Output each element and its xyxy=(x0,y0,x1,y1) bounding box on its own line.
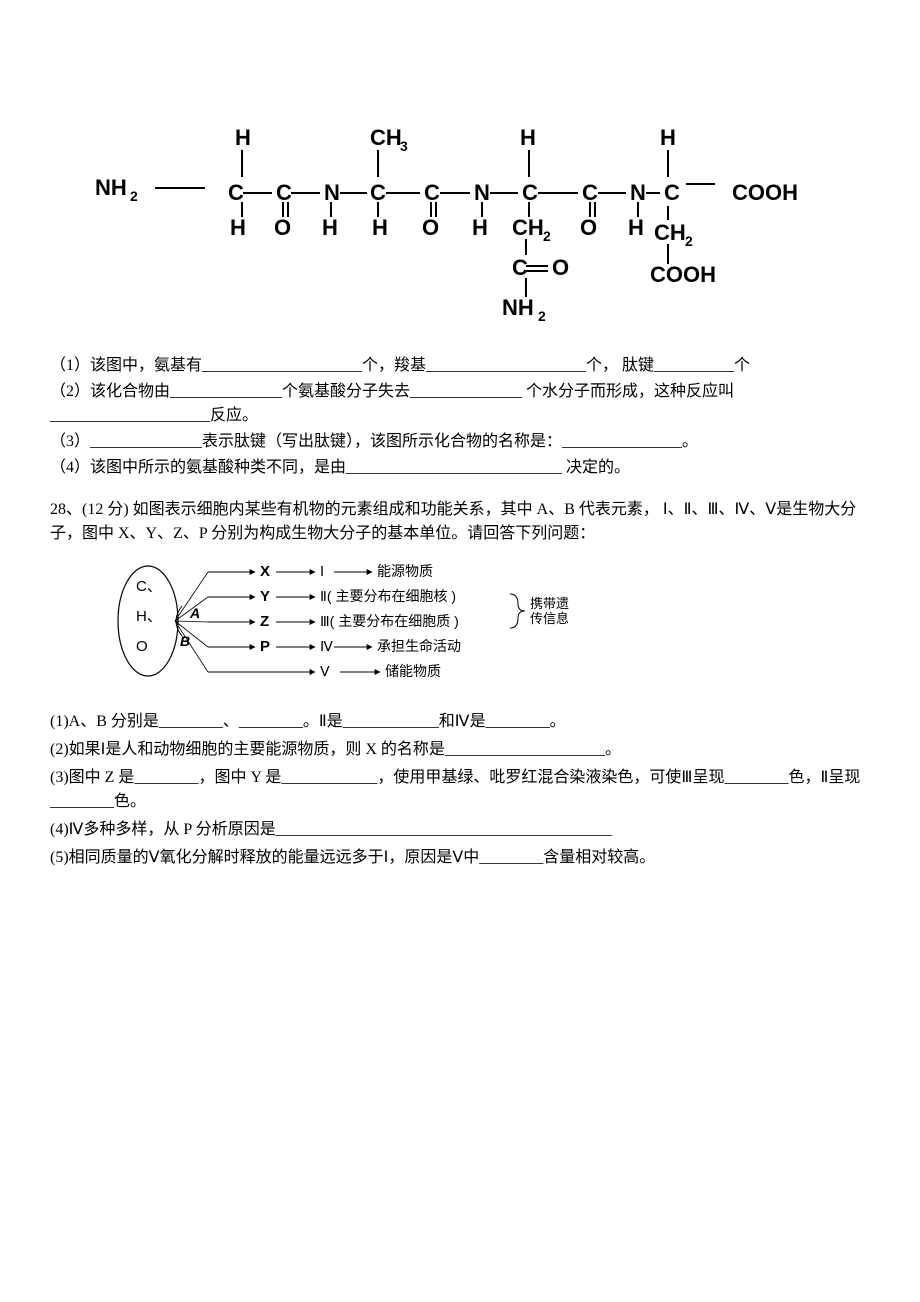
q28-3a: (3)图中 Z 是 xyxy=(50,769,134,786)
svg-text:COOH: COOH xyxy=(732,180,798,205)
svg-text:H: H xyxy=(628,215,644,240)
svg-text:H: H xyxy=(520,125,536,150)
q27-2c: 个水分子而形成，这种反应叫 xyxy=(522,383,734,400)
q27-2: （2）该化合物由 个氨基酸分子失去 个水分子而形成，这种反应叫反应。 xyxy=(50,380,870,428)
q28-3: (3)图中 Z 是________，图中 Y 是____________，使用甲… xyxy=(50,766,870,814)
q27-3c: 。 xyxy=(682,433,698,450)
svg-text:N: N xyxy=(324,180,340,205)
svg-text:H: H xyxy=(372,215,388,240)
svg-text:CH: CH xyxy=(370,125,402,150)
q28-1d: 和Ⅳ是 xyxy=(439,713,486,730)
q28-3d: 色，Ⅱ呈现 xyxy=(788,769,860,786)
q27-1d: 个 xyxy=(734,357,750,374)
q27-3b: 表示肽键（写出肽键），该图所示化合物的名称是： xyxy=(202,433,562,450)
svg-text:H: H xyxy=(235,125,251,150)
svg-text:A: A xyxy=(189,605,200,621)
q28-3e: 色。 xyxy=(114,793,146,810)
q28-5a: (5)相同质量的Ⅴ氧化分解时释放的能量远远多于Ⅰ，原因是Ⅴ中 xyxy=(50,849,479,866)
svg-text:CH: CH xyxy=(512,215,544,240)
q28-1e: 。 xyxy=(550,713,566,730)
q27-2b: 个氨基酸分子失去 xyxy=(282,383,410,400)
svg-text:NH: NH xyxy=(95,175,127,200)
svg-text:3: 3 xyxy=(400,138,408,154)
q27-1c: 个， 肽键 xyxy=(586,357,654,374)
q27-1a: （1）该图中，氨基有 xyxy=(50,357,202,374)
q28-1b: 、 xyxy=(223,713,239,730)
svg-text:C: C xyxy=(664,180,680,205)
svg-text:N: N xyxy=(474,180,490,205)
svg-text:P: P xyxy=(260,638,270,655)
svg-text:携带遗: 携带遗 xyxy=(530,596,569,611)
q27-4b: 决定的。 xyxy=(562,459,630,476)
svg-text:C: C xyxy=(522,180,538,205)
svg-text:COOH: COOH xyxy=(650,262,716,287)
q27-1: （1）该图中，氨基有 个，羧基 个， 肽键 个 xyxy=(50,354,870,378)
q28-5b: 含量相对较高。 xyxy=(543,849,655,866)
svg-text:NH: NH xyxy=(502,295,534,320)
q28-1a: (1)A、B 分别是 xyxy=(50,713,159,730)
svg-text:C: C xyxy=(276,180,292,205)
svg-text:2: 2 xyxy=(543,228,551,244)
svg-text:2: 2 xyxy=(685,233,693,249)
q28-4: (4)Ⅳ多种多样，从 P 分析原因是______________________… xyxy=(50,818,870,842)
q28-1c: 。Ⅱ是 xyxy=(303,713,343,730)
svg-text:C: C xyxy=(512,255,528,280)
q27-4: （4）该图中所示的氨基酸种类不同，是由_____________________… xyxy=(50,456,870,480)
svg-text:Ⅴ: Ⅴ xyxy=(320,663,330,679)
q28-4a: (4)Ⅳ多种多样，从 P 分析原因是 xyxy=(50,821,276,838)
svg-text:H: H xyxy=(322,215,338,240)
peptide-structure-diagram: HCH3HHNH2CCNCCNCCNCCOOHHOHHOHCH2OHCH2COC… xyxy=(50,120,870,348)
svg-text:O: O xyxy=(552,255,569,280)
q27-1b: 个，羧基 xyxy=(362,357,426,374)
q28-diagram: C、H、OABXⅠ能源物质YⅡ( 主要分布在细胞核 )ZⅢ( 主要分布在细胞质 … xyxy=(90,556,870,704)
svg-text:O: O xyxy=(274,215,291,240)
q28-1: (1)A、B 分别是________、________。Ⅱ是__________… xyxy=(50,710,870,734)
svg-text:储能物质: 储能物质 xyxy=(385,663,441,679)
svg-text:N: N xyxy=(630,180,646,205)
svg-text:O: O xyxy=(136,638,148,655)
q27-block: （1）该图中，氨基有 个，羧基 个， 肽键 个 （2）该化合物由 个氨基酸分子失去 个水… xyxy=(50,354,870,480)
svg-text:Ⅳ: Ⅳ xyxy=(320,638,333,654)
svg-text:C: C xyxy=(424,180,440,205)
svg-text:Y: Y xyxy=(260,588,270,605)
q28-2b: 。 xyxy=(605,741,621,758)
q27-2a: （2）该化合物由 xyxy=(50,383,170,400)
q28-5: (5)相同质量的Ⅴ氧化分解时释放的能量远远多于Ⅰ，原因是Ⅴ中________含量… xyxy=(50,846,870,870)
svg-text:O: O xyxy=(580,215,597,240)
q27-2d: 反应。 xyxy=(210,407,258,424)
svg-text:Z: Z xyxy=(260,613,269,630)
svg-text:C、: C、 xyxy=(136,578,162,595)
q27-3a: （3） xyxy=(50,433,90,450)
q28-intro: 28、(12 分) 如图表示细胞内某些有机物的元素组成和功能关系，其中 A、B … xyxy=(50,498,870,546)
svg-text:Ⅱ( 主要分布在细胞核 ): Ⅱ( 主要分布在细胞核 ) xyxy=(320,588,456,604)
svg-text:C: C xyxy=(370,180,386,205)
svg-text:能源物质: 能源物质 xyxy=(377,563,433,579)
svg-text:Ⅰ: Ⅰ xyxy=(320,563,324,579)
svg-text:H、: H、 xyxy=(136,608,162,625)
svg-text:Ⅲ( 主要分布在细胞质 ): Ⅲ( 主要分布在细胞质 ) xyxy=(320,613,459,629)
q28-3b: ，图中 Y 是 xyxy=(198,769,281,786)
svg-text:X: X xyxy=(260,563,270,580)
svg-text:H: H xyxy=(230,215,246,240)
svg-text:传信息: 传信息 xyxy=(530,611,569,626)
svg-text:2: 2 xyxy=(538,308,546,324)
svg-text:2: 2 xyxy=(130,188,138,204)
svg-text:CH: CH xyxy=(654,220,686,245)
q28-2: (2)如果Ⅰ是人和动物细胞的主要能源物质，则 X 的名称是___________… xyxy=(50,738,870,762)
q28-3c: ，使用甲基绿、吡罗红混合染液染色，可使Ⅲ呈现 xyxy=(377,769,724,786)
svg-text:O: O xyxy=(422,215,439,240)
q27-4a: （4）该图中所示的氨基酸种类不同，是由 xyxy=(50,459,346,476)
svg-text:C: C xyxy=(582,180,598,205)
svg-text:C: C xyxy=(228,180,244,205)
q27-3: （3）表示肽键（写出肽键），该图所示化合物的名称是：_。 xyxy=(50,430,870,454)
svg-text:H: H xyxy=(472,215,488,240)
q28-2a: (2)如果Ⅰ是人和动物细胞的主要能源物质，则 X 的名称是 xyxy=(50,741,445,758)
svg-text:承担生命活动: 承担生命活动 xyxy=(377,638,461,654)
svg-text:H: H xyxy=(660,125,676,150)
